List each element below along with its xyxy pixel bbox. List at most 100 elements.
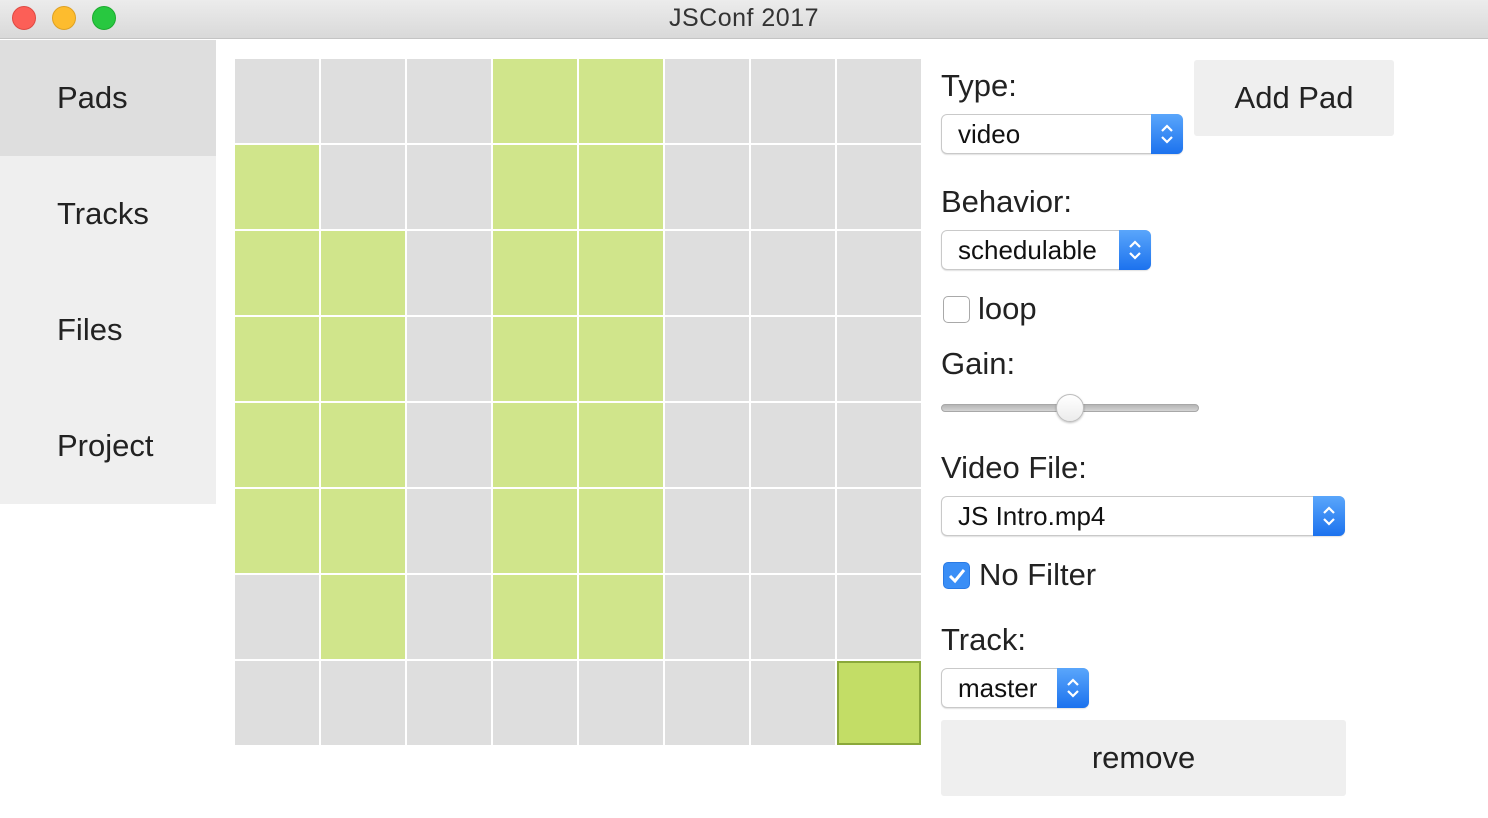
pad-cell[interactable] [837, 489, 921, 573]
pad-cell[interactable] [837, 403, 921, 487]
pad-cell[interactable] [493, 575, 577, 659]
select-arrows-icon [1313, 496, 1345, 536]
pad-cell[interactable] [493, 231, 577, 315]
pad-cell[interactable] [235, 575, 319, 659]
sidebar-item-label: Tracks [57, 196, 149, 231]
sidebar-item-label: Project [57, 428, 154, 463]
close-window-button[interactable] [12, 6, 36, 30]
pad-cell[interactable] [665, 575, 749, 659]
track-label: Track: [941, 622, 1026, 657]
pad-cell[interactable] [665, 489, 749, 573]
pad-cell[interactable] [837, 145, 921, 229]
pad-cell[interactable] [493, 317, 577, 401]
video-file-select-value: JS Intro.mp4 [958, 501, 1106, 531]
minimize-window-button[interactable] [52, 6, 76, 30]
pad-cell[interactable] [235, 231, 319, 315]
pad-cell[interactable] [407, 145, 491, 229]
pad-cell[interactable] [321, 661, 405, 745]
pad-cell[interactable] [751, 575, 835, 659]
pad-cell[interactable] [493, 59, 577, 143]
pad-cell[interactable] [837, 231, 921, 315]
pad-grid [235, 59, 923, 747]
pad-cell[interactable] [665, 317, 749, 401]
pad-cell[interactable] [235, 661, 319, 745]
loop-checkbox[interactable] [943, 296, 970, 323]
pad-cell[interactable] [321, 403, 405, 487]
title-bar: JSConf 2017 [0, 0, 1488, 39]
gain-slider-thumb[interactable] [1056, 394, 1084, 422]
pad-cell[interactable] [837, 661, 921, 745]
pad-cell[interactable] [493, 661, 577, 745]
pad-cell[interactable] [321, 231, 405, 315]
pad-cell[interactable] [751, 317, 835, 401]
pad-cell[interactable] [837, 59, 921, 143]
no-filter-checkbox[interactable] [943, 562, 970, 589]
pad-cell[interactable] [321, 59, 405, 143]
type-select[interactable]: video [941, 114, 1183, 154]
maximize-window-button[interactable] [92, 6, 116, 30]
pad-cell[interactable] [321, 489, 405, 573]
gain-slider[interactable] [941, 394, 1199, 422]
pad-cell[interactable] [407, 403, 491, 487]
pad-cell[interactable] [751, 145, 835, 229]
pad-cell[interactable] [665, 403, 749, 487]
pad-cell[interactable] [493, 489, 577, 573]
pad-settings-panel: Type: video Add Pad Behavior: schedulabl… [941, 0, 1461, 818]
pad-cell[interactable] [579, 145, 663, 229]
pad-cell[interactable] [235, 489, 319, 573]
remove-button[interactable]: remove [941, 720, 1346, 796]
pad-cell[interactable] [407, 317, 491, 401]
pad-cell[interactable] [837, 575, 921, 659]
pad-cell[interactable] [579, 59, 663, 143]
add-pad-button[interactable]: Add Pad [1194, 60, 1394, 136]
video-file-select[interactable]: JS Intro.mp4 [941, 496, 1345, 536]
pad-cell[interactable] [235, 59, 319, 143]
pad-cell[interactable] [579, 489, 663, 573]
pad-cell[interactable] [665, 59, 749, 143]
pad-cell[interactable] [665, 145, 749, 229]
pad-cell[interactable] [321, 145, 405, 229]
pad-cell[interactable] [235, 145, 319, 229]
pad-cell[interactable] [751, 403, 835, 487]
sidebar-item-project[interactable]: Project [0, 388, 216, 504]
pad-cell[interactable] [407, 231, 491, 315]
sidebar-item-label: Pads [57, 80, 128, 115]
type-label: Type: [941, 68, 1017, 103]
pad-cell[interactable] [751, 661, 835, 745]
pad-cell[interactable] [579, 403, 663, 487]
pad-cell[interactable] [321, 317, 405, 401]
pad-cell[interactable] [407, 661, 491, 745]
select-arrows-icon [1119, 230, 1151, 270]
track-select[interactable]: master [941, 668, 1089, 708]
pad-cell[interactable] [837, 317, 921, 401]
pad-cell[interactable] [579, 231, 663, 315]
pad-cell[interactable] [665, 231, 749, 315]
pad-cell[interactable] [235, 317, 319, 401]
pad-cell[interactable] [407, 489, 491, 573]
pad-cell[interactable] [407, 575, 491, 659]
sidebar-nav: Pads Tracks Files Project [0, 40, 216, 504]
pad-cell[interactable] [579, 661, 663, 745]
behavior-select[interactable]: schedulable [941, 230, 1151, 270]
pad-cell[interactable] [407, 59, 491, 143]
pad-cell[interactable] [751, 59, 835, 143]
pad-cell[interactable] [579, 317, 663, 401]
sidebar-item-files[interactable]: Files [0, 272, 216, 388]
sidebar-item-pads[interactable]: Pads [0, 40, 216, 156]
pad-cell[interactable] [493, 403, 577, 487]
sidebar-item-tracks[interactable]: Tracks [0, 156, 216, 272]
behavior-select-value: schedulable [958, 235, 1097, 265]
no-filter-label: No Filter [979, 557, 1097, 592]
type-select-value: video [958, 119, 1021, 149]
pad-cell[interactable] [235, 403, 319, 487]
loop-label: loop [978, 291, 1037, 326]
pad-cell[interactable] [751, 489, 835, 573]
pad-cell[interactable] [321, 575, 405, 659]
select-arrows-icon [1151, 114, 1183, 154]
pad-cell[interactable] [493, 145, 577, 229]
video-file-label: Video File: [941, 450, 1087, 485]
behavior-label: Behavior: [941, 184, 1072, 219]
pad-cell[interactable] [751, 231, 835, 315]
pad-cell[interactable] [665, 661, 749, 745]
pad-cell[interactable] [579, 575, 663, 659]
